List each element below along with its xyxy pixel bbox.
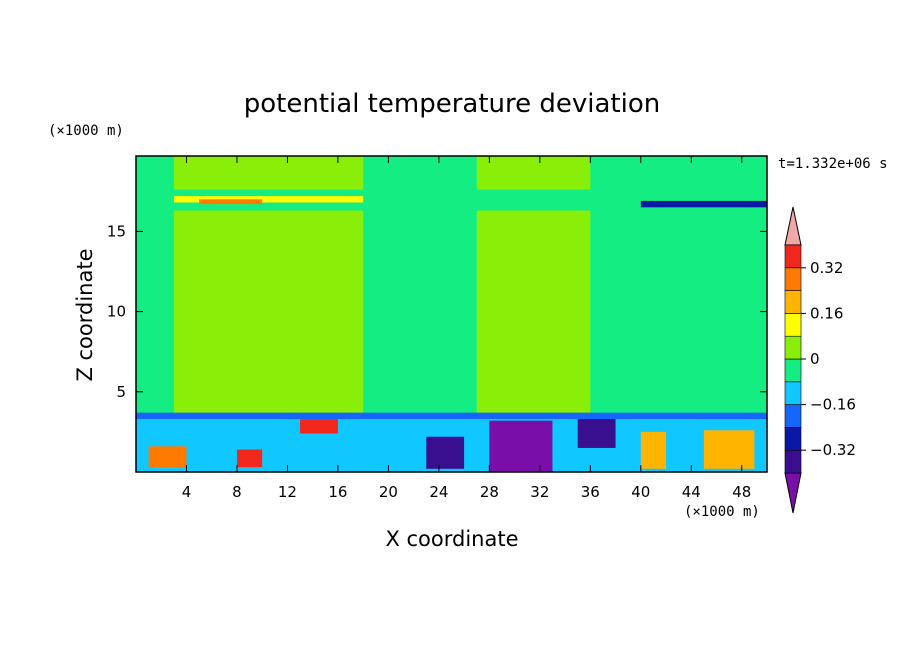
y-tick-label: 5 <box>116 383 126 401</box>
contour-field <box>136 156 767 472</box>
x-tick-label: 32 <box>530 483 549 501</box>
contour-region <box>199 199 263 205</box>
contour-region <box>489 420 553 472</box>
contour-region <box>640 200 767 208</box>
colorbar-swatch <box>784 267 802 291</box>
contour-region <box>703 430 755 469</box>
colorbar-swatch <box>784 427 802 451</box>
x-tick-label: 44 <box>682 483 701 501</box>
contour-region <box>577 419 616 448</box>
colorbar-swatch <box>784 381 802 405</box>
y-axis-title: Z coordinate <box>73 248 97 381</box>
colorbar-swatch <box>784 358 802 383</box>
colorbar-tick-label: 0.16 <box>810 304 843 322</box>
x-tick-label: 16 <box>328 483 347 501</box>
x-tick-label: 24 <box>429 483 448 501</box>
colorbar-arrow-bottom <box>784 472 802 514</box>
y-tick-label: 15 <box>107 222 126 240</box>
colorbar-swatch <box>784 449 802 474</box>
x-tick-label: 36 <box>581 483 600 501</box>
contour-region <box>640 431 667 469</box>
colorbar-tick-label: −0.16 <box>810 396 856 414</box>
x-tick-label: 40 <box>631 483 650 501</box>
colorbar-tick-label: −0.32 <box>810 441 856 459</box>
contour-region <box>136 189 767 211</box>
contour-region <box>236 449 263 468</box>
contour-region <box>426 436 465 469</box>
x-axis-title: X coordinate <box>385 527 518 551</box>
colorbar-arrow-top <box>784 206 802 246</box>
colorbar: 0.32 0.16 0 −0.16 −0.32 <box>784 206 856 514</box>
x-axis: 4 8 12 16 20 24 28 32 36 40 44 48 <box>182 156 751 501</box>
contour-region <box>148 446 187 468</box>
x-tick-label: 8 <box>232 483 242 501</box>
x-tick-label: 28 <box>480 483 499 501</box>
contour-region <box>173 196 364 203</box>
x-tick-label: 48 <box>732 483 751 501</box>
x-unit-label: (×1000 m) <box>684 504 760 520</box>
colorbar-swatch <box>784 313 802 337</box>
x-tick-label: 20 <box>379 483 398 501</box>
colorbar-tick-label: 0.32 <box>810 259 843 277</box>
colorbar-swatch <box>784 335 802 360</box>
x-tick-label: 4 <box>182 483 192 501</box>
y-tick-label: 10 <box>107 303 126 321</box>
y-axis: 5 10 15 <box>107 222 767 401</box>
y-unit-label: (×1000 m) <box>48 123 124 139</box>
colorbar-swatch <box>784 404 802 428</box>
chart-title: potential temperature deviation <box>244 89 660 119</box>
colorbar-tick-label: 0 <box>810 350 820 368</box>
x-tick-label: 12 <box>278 483 297 501</box>
contour-region <box>300 419 338 434</box>
colorbar-swatch <box>784 290 802 314</box>
time-label: t=1.332e+06 s <box>778 156 888 172</box>
colorbar-swatch <box>784 244 802 269</box>
plot-frame <box>135 155 768 473</box>
contour-region <box>136 412 767 421</box>
